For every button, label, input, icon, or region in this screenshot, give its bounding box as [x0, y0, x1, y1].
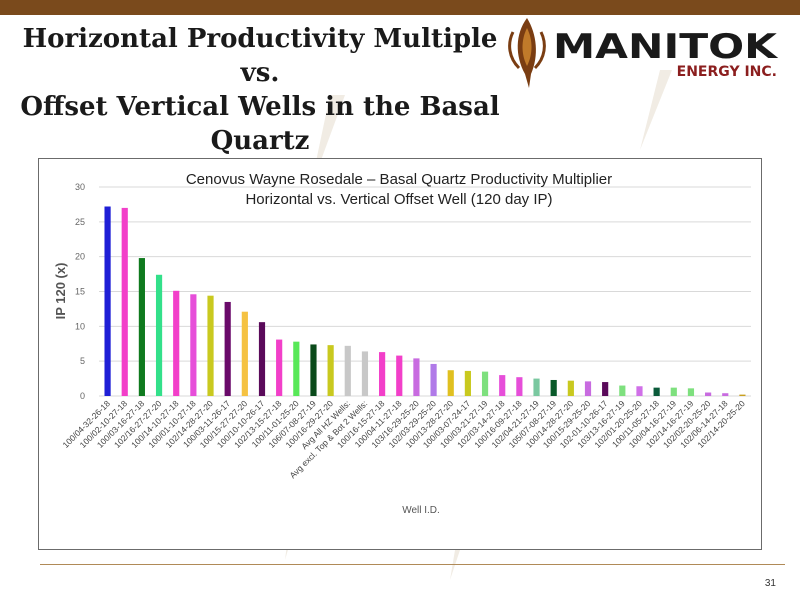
top-color-band [0, 0, 800, 15]
bar [138, 258, 145, 396]
bar [430, 363, 437, 396]
bar [241, 311, 248, 396]
bar [258, 322, 266, 396]
y-tick-label: 10 [75, 321, 85, 331]
bar [173, 290, 180, 396]
bar [344, 345, 351, 396]
slide-title: Horizontal Productivity Multiple vs. Off… [10, 22, 510, 158]
chart-title-line-1: Cenovus Wayne Rosedale – Basal Quartz Pr… [186, 171, 612, 188]
bar [653, 387, 660, 396]
x-axis-label: Well I.D. [402, 505, 440, 516]
y-tick-label: 25 [75, 217, 85, 227]
bar [447, 370, 454, 396]
bar [379, 352, 386, 396]
chart-frame: 0 5 10 15 20 25 30 100/04-32-26-18 100/02-10-27… [38, 158, 762, 550]
slide-title-line-3: Quartz [210, 126, 310, 156]
logo-wordmark: MANITOK [553, 27, 779, 67]
bar [104, 206, 111, 396]
y-tick-label: 5 [80, 356, 85, 366]
bar [499, 375, 506, 396]
bar [670, 387, 677, 396]
bar [567, 380, 574, 396]
bar [413, 358, 420, 396]
bar [190, 294, 197, 396]
bar [464, 370, 471, 396]
antler-flame-icon [508, 18, 546, 88]
x-tick-labels: 100/04-32-26-18100/02-10-27-18100/03-16-… [60, 398, 747, 480]
slide-title-line-2: Offset Vertical Wells in the Basal [20, 92, 500, 122]
bar [293, 341, 300, 396]
gridlines [99, 186, 751, 397]
y-tick-labels: 0 5 10 15 20 25 30 [75, 182, 85, 401]
y-tick-label: 30 [75, 182, 85, 192]
bar [121, 207, 128, 396]
bar [276, 339, 283, 396]
company-logo: MANITOK ENERGY INC. [508, 18, 779, 88]
bar [550, 379, 557, 396]
bar [619, 385, 626, 396]
footer-rule [40, 564, 785, 565]
bar [602, 382, 609, 396]
bar [533, 378, 540, 396]
bar [516, 377, 523, 396]
bar [705, 392, 712, 396]
y-axis-label: IP 120 (x) [53, 263, 68, 320]
bar [739, 394, 746, 396]
y-tick-label: 20 [75, 252, 85, 262]
bar [361, 351, 369, 396]
bar [310, 344, 317, 396]
bar [584, 381, 592, 396]
bar [207, 295, 214, 396]
bars [104, 206, 746, 396]
page-number: 31 [764, 578, 776, 589]
bar [636, 386, 643, 396]
y-tick-label: 0 [80, 391, 85, 401]
bar-chart: 0 5 10 15 20 25 30 100/04-32-26-18100/02-10-27… [53, 171, 751, 516]
bar [722, 393, 729, 396]
logo-subtitle: ENERGY INC. [677, 64, 777, 80]
bar [224, 301, 231, 396]
chart-title-line-2: Horizontal vs. Vertical Offset Well (120… [245, 191, 552, 208]
bar [687, 388, 695, 396]
bar [481, 371, 489, 396]
slide-title-line-1: Horizontal Productivity Multiple vs. [22, 24, 498, 88]
bar [396, 355, 403, 396]
y-tick-label: 15 [75, 287, 85, 297]
bar [155, 274, 163, 396]
bar [327, 345, 334, 396]
